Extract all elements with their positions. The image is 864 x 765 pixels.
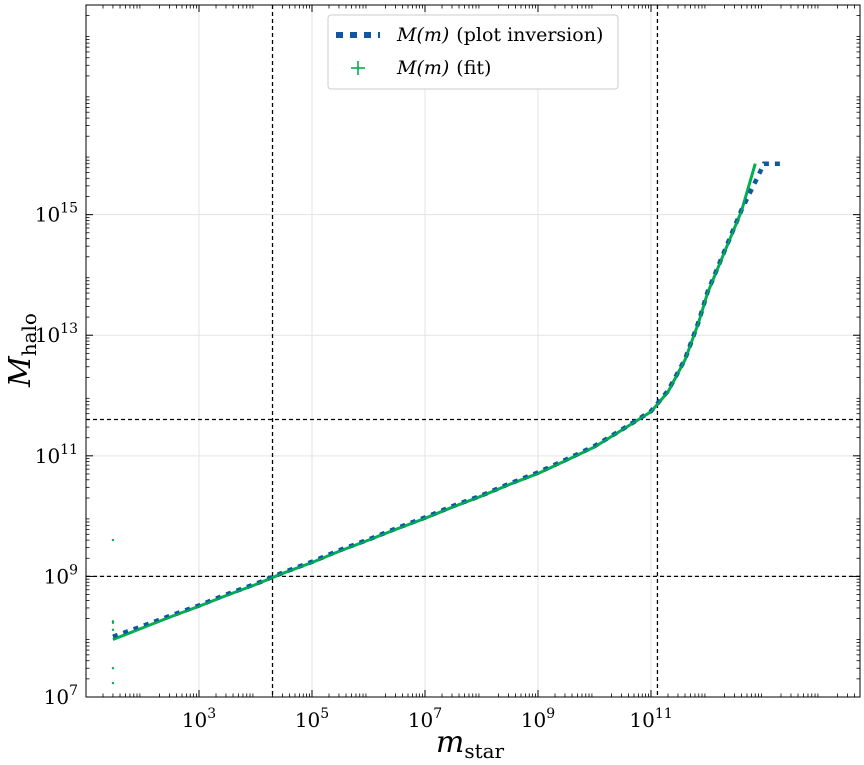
svg-text:mstar: mstar	[436, 725, 505, 763]
reference-lines	[86, 5, 860, 697]
legend-swatch-fit	[351, 61, 365, 75]
tick-layer: 103 105 107 109 1011 107 109 1011 1013 1015	[35, 5, 860, 732]
x-tick-label: 105	[295, 706, 329, 732]
legend-label-fit: M(m) (fit)	[396, 57, 491, 79]
legend-math-fit: M(m)	[396, 57, 449, 79]
svg-text:Mhalo: Mhalo	[3, 313, 41, 388]
y-tick-label: 109	[44, 562, 78, 588]
legend: M(m) (plot inversion) M(m) (fit)	[327, 14, 619, 90]
legend-label-plot-inversion: M(m) (plot inversion)	[396, 24, 603, 46]
y-tick-label: 1015	[35, 201, 78, 227]
legend-text-plot-inversion: (plot inversion)	[456, 24, 603, 46]
series-layer	[111, 161, 782, 685]
y-axis-label-symbol: M	[3, 355, 38, 388]
legend-box	[327, 14, 619, 90]
outlier-point	[111, 628, 115, 632]
y-axis-label-subscript: halo	[17, 313, 41, 356]
x-tick-label: 109	[521, 706, 555, 732]
outlier-point	[111, 538, 115, 542]
y-tick-label: 1011	[35, 442, 78, 468]
outlier-point	[111, 681, 115, 685]
legend-text-fit: (fit)	[456, 57, 491, 79]
x-tick-label: 1011	[629, 706, 672, 732]
x-tick-label: 107	[408, 706, 442, 732]
legend-math-plot-inversion: M(m)	[396, 24, 449, 46]
x-axis-label-symbol: m	[436, 725, 464, 760]
y-tick-label: 107	[44, 683, 78, 709]
x-tick-label: 103	[182, 706, 216, 732]
y-axis-label: Mhalo	[3, 313, 41, 388]
y-tick-label: 1013	[35, 321, 78, 347]
outlier-point	[111, 621, 115, 625]
series-line-fit-overlay	[112, 163, 757, 641]
x-axis-label-subscript: star	[464, 739, 504, 763]
outlier-point	[111, 667, 115, 670]
x-axis-label: mstar	[436, 725, 505, 763]
